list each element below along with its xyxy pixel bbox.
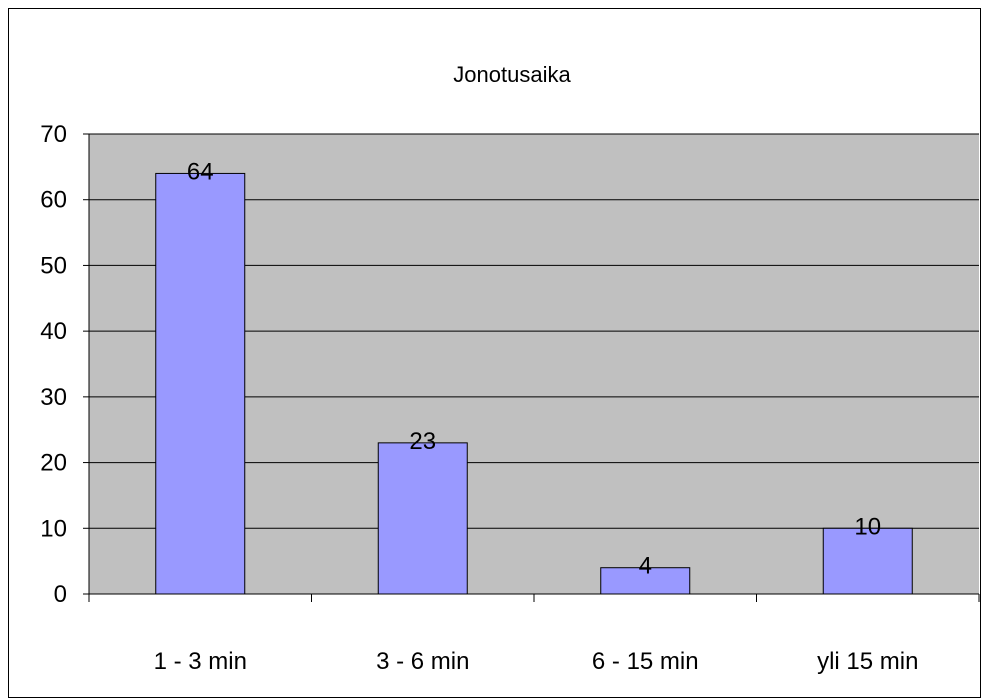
x-tick-label: 6 - 15 min — [592, 648, 699, 675]
bar — [155, 172, 246, 595]
bar — [377, 442, 468, 595]
bar — [600, 567, 691, 595]
y-tick-label: 0 — [54, 581, 67, 608]
x-tick-labels: 1 - 3 min 3 - 6 min 6 - 15 min yli 15 min — [154, 648, 919, 675]
x-tick-label: yli 15 min — [817, 648, 918, 675]
data-label: 23 — [409, 428, 436, 455]
bar — [822, 527, 913, 595]
x-tick-label: 3 - 6 min — [376, 648, 469, 675]
y-tick-label: 20 — [40, 450, 67, 477]
y-tick-labels: 0 10 20 30 40 50 60 70 — [40, 121, 67, 608]
data-labels: 64 23 4 10 — [187, 158, 881, 579]
data-label: 10 — [854, 513, 881, 540]
y-tick-label: 60 — [40, 187, 67, 214]
y-tick-label: 30 — [40, 384, 67, 411]
data-label: 4 — [639, 553, 652, 580]
x-tick-label: 1 - 3 min — [154, 648, 247, 675]
y-tick-label: 10 — [40, 515, 67, 542]
chart-title: Jonotusaika — [453, 62, 571, 87]
y-tick-label: 50 — [40, 252, 67, 279]
y-tick-label: 70 — [40, 121, 67, 148]
bar-chart: Jonotusaika 0 10 20 30 40 50 60 70 1 - 3 min 3 -… — [40, 62, 980, 675]
y-tick-label: 40 — [40, 318, 67, 345]
axes — [83, 133, 980, 602]
data-label: 64 — [187, 158, 214, 185]
